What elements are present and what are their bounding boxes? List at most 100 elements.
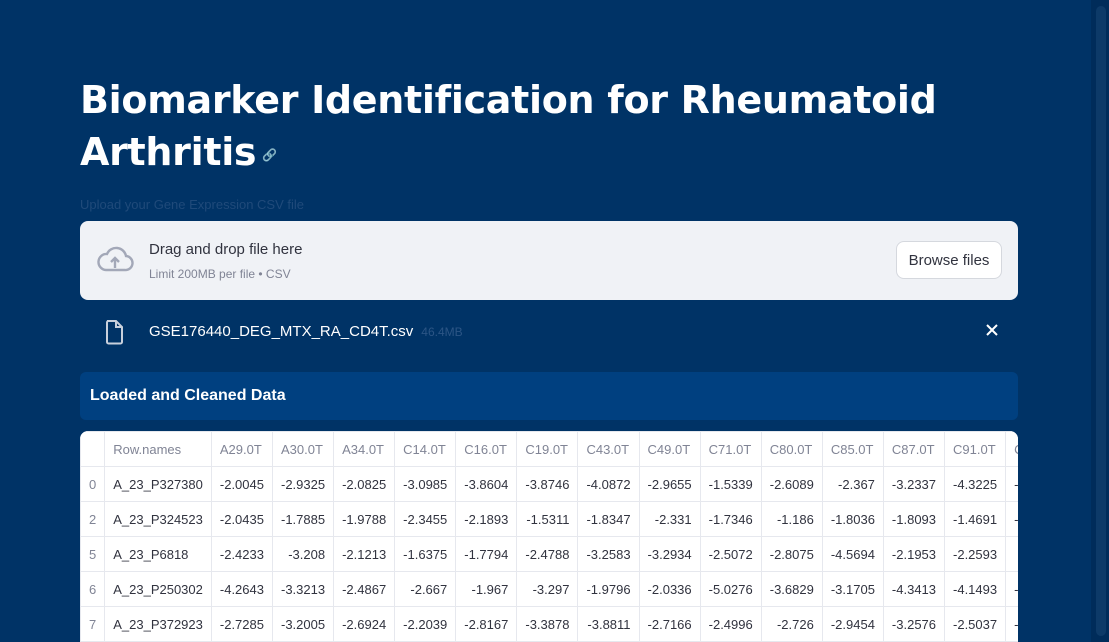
table-cell[interactable]: -2.6089 (760, 466, 823, 502)
table-cell[interactable]: A_23_P327380 (104, 466, 212, 502)
table-cell[interactable]: -4.0872 (577, 466, 640, 502)
close-icon[interactable] (984, 322, 1000, 338)
table-cell[interactable]: -2 (1005, 606, 1018, 642)
table-cell[interactable]: -2.5037 (944, 606, 1007, 642)
column-header[interactable]: C19.0T (516, 431, 579, 467)
table-cell[interactable]: -3.3213 (271, 571, 335, 607)
table-cell[interactable]: -4.3413 (882, 571, 946, 607)
table-cell[interactable]: -1.7794 (455, 536, 518, 572)
table-cell[interactable]: -1.186 (760, 501, 823, 537)
table-cell[interactable]: -2.4788 (516, 536, 579, 572)
table-cell[interactable]: -1.8093 (882, 501, 946, 537)
table-cell[interactable]: -2.4233 (210, 536, 273, 572)
table-cell[interactable]: -3.2583 (577, 536, 640, 572)
table-cell[interactable]: -3.2576 (882, 606, 946, 642)
column-header[interactable]: C49.0T (638, 431, 701, 467)
table-cell[interactable]: -1.5339 (699, 466, 762, 502)
table-cell[interactable]: A_23_P6818 (104, 536, 212, 572)
column-header[interactable]: C91.0T (944, 431, 1007, 467)
column-header[interactable]: C43.0T (577, 431, 640, 467)
column-header[interactable]: C14.0T (394, 431, 457, 467)
table-cell[interactable]: -2.9655 (638, 466, 701, 502)
table-cell[interactable]: -2.2039 (394, 606, 457, 642)
table-cell[interactable]: -3.8746 (516, 466, 579, 502)
column-header[interactable]: A34.0T (333, 431, 396, 467)
table-cell[interactable]: -3.2005 (271, 606, 335, 642)
table-cell[interactable]: -1.8036 (821, 501, 884, 537)
data-table[interactable]: Row.names A29.0T A30.0T A34.0T C14.0T C16.0T C… (80, 431, 1018, 642)
table-cell[interactable]: -4.5694 (821, 536, 884, 572)
row-index[interactable]: 6 (80, 571, 106, 607)
table-cell[interactable]: -3.6829 (760, 571, 823, 607)
table-cell[interactable]: -2.0825 (333, 466, 396, 502)
table-cell[interactable]: -3.0985 (394, 466, 457, 502)
table-cell[interactable]: -1.6375 (394, 536, 457, 572)
table-cell[interactable]: -2.2593 (944, 536, 1007, 572)
column-header[interactable]: Row.names (104, 431, 212, 467)
table-cell[interactable]: -3.1705 (821, 571, 884, 607)
table-cell[interactable]: -2.667 (394, 571, 457, 607)
table-cell[interactable]: -2.8167 (455, 606, 518, 642)
browse-files-button[interactable]: Browse files (896, 241, 1002, 279)
table-cell[interactable]: -1.9788 (333, 501, 396, 537)
table-cell[interactable]: -2.726 (760, 606, 823, 642)
table-cell[interactable]: -3.8604 (455, 466, 518, 502)
table-cell[interactable]: -2.7166 (638, 606, 701, 642)
row-index[interactable]: 7 (80, 606, 106, 642)
table-cell[interactable]: -2.4996 (699, 606, 762, 642)
table-cell[interactable]: -1.5311 (516, 501, 579, 537)
table-cell[interactable]: -2.367 (821, 466, 884, 502)
table-cell[interactable]: -3.2337 (882, 466, 946, 502)
table-cell[interactable]: -2.7285 (210, 606, 273, 642)
column-header[interactable]: C87.0T (882, 431, 946, 467)
table-cell[interactable]: -3.8811 (577, 606, 640, 642)
table-cell[interactable]: -4.3225 (944, 466, 1007, 502)
table-cell[interactable]: -2.0336 (638, 571, 701, 607)
table-cell[interactable]: -1.7346 (699, 501, 762, 537)
table-cell[interactable]: -2.1213 (333, 536, 396, 572)
column-header[interactable]: C (1005, 431, 1018, 467)
row-index[interactable]: 0 (80, 466, 106, 502)
row-index[interactable]: 5 (80, 536, 106, 572)
page-scrollbar[interactable] (1091, 0, 1109, 642)
table-cell[interactable]: -2 (1005, 501, 1018, 537)
table-cell[interactable]: -2.331 (638, 501, 701, 537)
table-cell[interactable]: -3.2934 (638, 536, 701, 572)
table-cell[interactable]: -1.7885 (271, 501, 335, 537)
table-cell[interactable]: -5.0276 (699, 571, 762, 607)
column-header[interactable]: C71.0T (699, 431, 762, 467)
column-header[interactable]: A30.0T (271, 431, 335, 467)
table-cell[interactable]: -2.3455 (394, 501, 457, 537)
scrollbar-thumb[interactable] (1096, 6, 1106, 636)
table-cell[interactable]: -4.2643 (210, 571, 273, 607)
table-cell[interactable]: -3.208 (271, 536, 335, 572)
row-index[interactable]: 2 (80, 501, 106, 537)
table-cell[interactable]: A_23_P324523 (104, 501, 212, 537)
column-header[interactable]: A29.0T (210, 431, 273, 467)
table-cell[interactable]: -1.4691 (944, 501, 1007, 537)
table-cell[interactable]: -2.9325 (271, 466, 335, 502)
table-cell[interactable]: -3.3878 (516, 606, 579, 642)
table-cell[interactable]: -3.297 (516, 571, 579, 607)
table-cell[interactable]: -3 (1005, 571, 1018, 607)
table-cell[interactable]: -2 (1005, 466, 1018, 502)
table-cell[interactable]: A_23_P250302 (104, 571, 212, 607)
column-header[interactable]: C80.0T (760, 431, 823, 467)
table-cell[interactable]: -2.4867 (333, 571, 396, 607)
table-cell[interactable]: -2.5072 (699, 536, 762, 572)
file-dropzone[interactable]: Drag and drop file here Limit 200MB per … (80, 221, 1018, 300)
table-cell[interactable]: -2.1893 (455, 501, 518, 537)
table-cell[interactable]: - (1005, 536, 1018, 572)
link-anchor-icon[interactable]: 🔗 (262, 147, 277, 162)
table-cell[interactable]: -1.967 (455, 571, 518, 607)
table-cell[interactable]: -1.8347 (577, 501, 640, 537)
table-cell[interactable]: -2.1953 (882, 536, 946, 572)
table-cell[interactable]: -4.1493 (944, 571, 1007, 607)
table-cell[interactable]: -2.0045 (210, 466, 273, 502)
table-cell[interactable]: A_23_P372923 (104, 606, 212, 642)
table-cell[interactable]: -2.6924 (333, 606, 396, 642)
table-cell[interactable]: -2.8075 (760, 536, 823, 572)
table-cell[interactable]: -2.0435 (210, 501, 273, 537)
table-cell[interactable]: -2.9454 (821, 606, 884, 642)
column-header[interactable]: C85.0T (821, 431, 884, 467)
